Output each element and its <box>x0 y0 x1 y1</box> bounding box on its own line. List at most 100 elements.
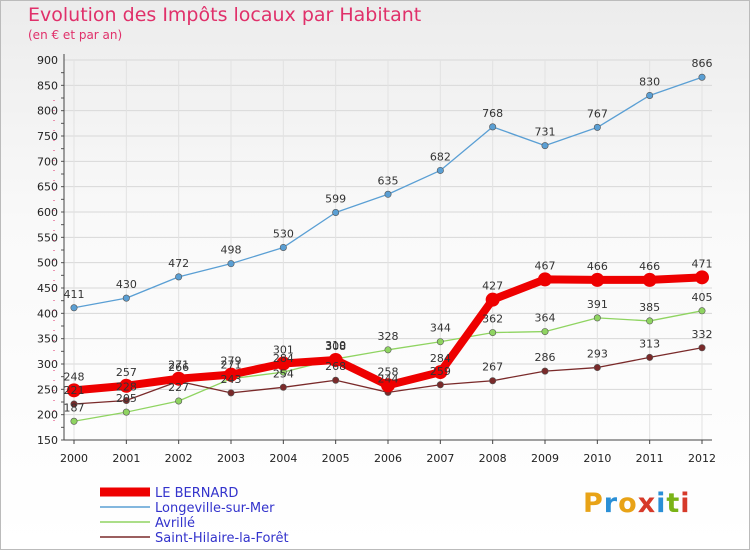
data-label: 830 <box>639 75 660 88</box>
data-label: 271 <box>168 359 189 372</box>
data-label: 258 <box>378 365 399 378</box>
data-label: 244 <box>378 372 399 385</box>
series-point <box>276 356 291 371</box>
legend-label: LE BERNARD <box>155 486 238 501</box>
data-label: 187 <box>64 401 85 414</box>
data-label: 268 <box>325 360 346 373</box>
data-label: 271 <box>221 359 242 372</box>
series-point <box>436 338 444 346</box>
data-label: 427 <box>482 280 503 293</box>
data-label: 301 <box>273 343 294 356</box>
data-label: 284 <box>273 352 294 365</box>
y-tick-label: 550 <box>37 231 58 244</box>
series-point <box>485 292 500 307</box>
data-label: 205 <box>116 392 137 405</box>
series-point <box>279 383 287 391</box>
data-label: 466 <box>587 260 608 273</box>
data-label: 254 <box>273 367 294 380</box>
series-point <box>122 408 130 416</box>
x-tick-label: 2011 <box>636 452 664 465</box>
y-tick-label: 800 <box>37 105 58 118</box>
series-point <box>171 371 186 386</box>
y-tick-label: 750 <box>37 130 58 143</box>
x-tick-label: 2012 <box>688 452 716 465</box>
chart-title: Evolution des Impôts locaux par Habitant <box>28 4 422 26</box>
data-label: 259 <box>430 365 451 378</box>
series-point <box>590 272 605 287</box>
data-label: 866 <box>692 57 713 70</box>
data-label: 530 <box>273 227 294 240</box>
data-label: 286 <box>535 351 556 364</box>
series-point <box>332 376 340 384</box>
data-label: 385 <box>639 301 660 314</box>
series-point <box>646 353 654 361</box>
series-point <box>70 400 78 408</box>
x-tick-label: 2005 <box>322 452 350 465</box>
data-label: 293 <box>587 348 608 361</box>
data-label: 471 <box>692 257 713 270</box>
x-tick-label: 2007 <box>426 452 454 465</box>
x-tick-label: 2006 <box>374 452 402 465</box>
y-tick-label: 700 <box>37 155 58 168</box>
y-tick-label: 500 <box>37 257 58 270</box>
data-label: 731 <box>535 126 556 139</box>
x-tick-label: 2000 <box>60 452 88 465</box>
data-label: 391 <box>587 298 608 311</box>
data-label: 248 <box>64 370 85 383</box>
series-point <box>119 378 134 393</box>
y-tick-label: 350 <box>37 333 58 346</box>
y-tick-label: 250 <box>37 383 58 396</box>
series-point <box>381 378 395 393</box>
data-label: 279 <box>221 355 242 368</box>
series-point <box>70 417 78 425</box>
x-tick-label: 2002 <box>165 452 193 465</box>
data-label: 328 <box>378 330 399 343</box>
y-tick-label: 200 <box>37 409 58 422</box>
y-tick-label: 900 <box>37 54 58 67</box>
y-tick-label: 600 <box>37 206 58 219</box>
data-label: 257 <box>116 366 137 379</box>
series-point <box>224 367 238 382</box>
data-label: 599 <box>325 193 346 206</box>
series-point <box>384 190 392 198</box>
series-point <box>175 397 183 405</box>
x-tick-label: 2004 <box>269 452 297 465</box>
grid-layer <box>64 59 712 440</box>
legend: LE BERNARDLongeville-sur-MerAvrilléSaint… <box>100 486 289 546</box>
y-tick-label: 150 <box>37 434 58 447</box>
y-tick-label: 650 <box>37 181 58 194</box>
series-point <box>695 270 709 285</box>
series-point <box>122 294 130 302</box>
x-tick-label: 2008 <box>479 452 507 465</box>
series-point <box>227 260 235 268</box>
data-label: 767 <box>587 107 608 120</box>
series-point <box>541 142 549 150</box>
series-point <box>646 317 654 325</box>
series-point <box>541 328 549 336</box>
x-tick-label: 2009 <box>531 452 559 465</box>
series-point <box>433 365 448 380</box>
y-tick-label: 400 <box>37 307 58 320</box>
series-point <box>436 166 444 174</box>
y-tick-label: 450 <box>37 282 58 295</box>
data-label: 313 <box>639 337 660 350</box>
series-point <box>646 91 654 99</box>
data-label: 344 <box>430 322 451 335</box>
series-point <box>489 377 497 385</box>
data-label: 635 <box>378 174 399 187</box>
data-label: 411 <box>64 288 85 301</box>
series-point <box>328 352 343 367</box>
data-label: 308 <box>325 340 346 353</box>
series-point <box>279 243 287 251</box>
series-point <box>70 304 78 312</box>
series-point <box>698 73 706 81</box>
series-point <box>227 389 235 397</box>
data-label: 227 <box>168 381 189 394</box>
series-point <box>489 329 497 337</box>
series-point <box>436 381 444 389</box>
data-label: 430 <box>116 278 137 291</box>
series-point <box>541 367 549 375</box>
series-point <box>698 307 706 315</box>
